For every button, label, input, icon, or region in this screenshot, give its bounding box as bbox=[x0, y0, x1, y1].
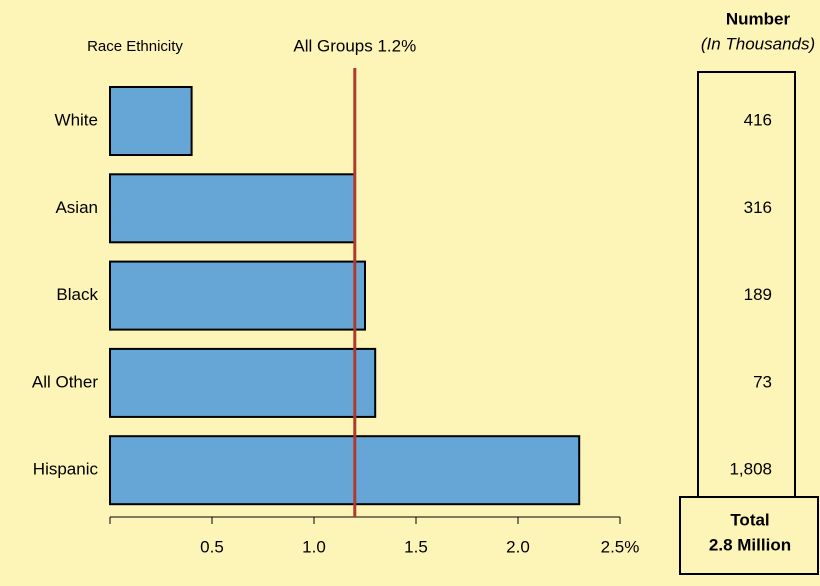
number-value: 73 bbox=[753, 372, 772, 391]
reference-label: All Groups 1.2% bbox=[293, 36, 416, 55]
number-value: 1,808 bbox=[729, 460, 772, 479]
x-tick-label: 1.0 bbox=[302, 537, 326, 556]
category-axis-label: Race Ethnicity bbox=[87, 38, 183, 55]
bar bbox=[109, 435, 581, 506]
total-title: Total bbox=[730, 510, 769, 529]
bar bbox=[109, 347, 377, 418]
total-box bbox=[679, 496, 819, 575]
number-value: 416 bbox=[744, 110, 772, 129]
x-tick-label: 2.0 bbox=[506, 537, 530, 556]
x-tick-label: 0.5 bbox=[200, 537, 224, 556]
y-tick-label: Black bbox=[56, 285, 98, 304]
number-title: Number bbox=[726, 9, 791, 28]
number-value: 316 bbox=[744, 198, 772, 217]
bar bbox=[109, 260, 366, 331]
y-tick-label: Hispanic bbox=[33, 460, 99, 479]
number-subtitle: (In Thousands) bbox=[701, 34, 815, 53]
x-tick-label: 2.5% bbox=[601, 537, 640, 556]
number-box bbox=[697, 71, 796, 501]
total-label: 2.8 Million bbox=[709, 535, 791, 554]
y-tick-label: White bbox=[55, 110, 98, 129]
x-tick-label: 1.5 bbox=[404, 537, 428, 556]
y-tick-label: Asian bbox=[55, 198, 98, 217]
bar bbox=[109, 173, 356, 244]
number-value: 189 bbox=[744, 285, 772, 304]
y-tick-label: All Other bbox=[32, 372, 98, 391]
bar bbox=[109, 86, 193, 156]
